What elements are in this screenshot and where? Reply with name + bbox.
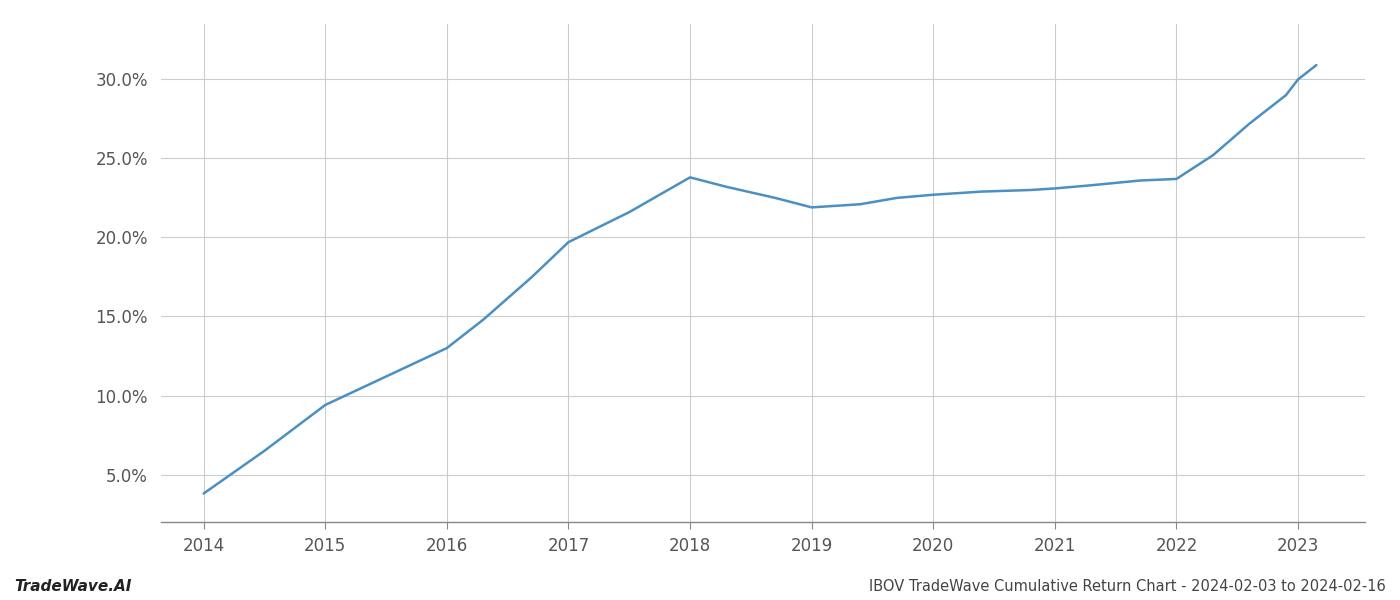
Text: TradeWave.AI: TradeWave.AI bbox=[14, 579, 132, 594]
Text: IBOV TradeWave Cumulative Return Chart - 2024-02-03 to 2024-02-16: IBOV TradeWave Cumulative Return Chart -… bbox=[869, 579, 1386, 594]
